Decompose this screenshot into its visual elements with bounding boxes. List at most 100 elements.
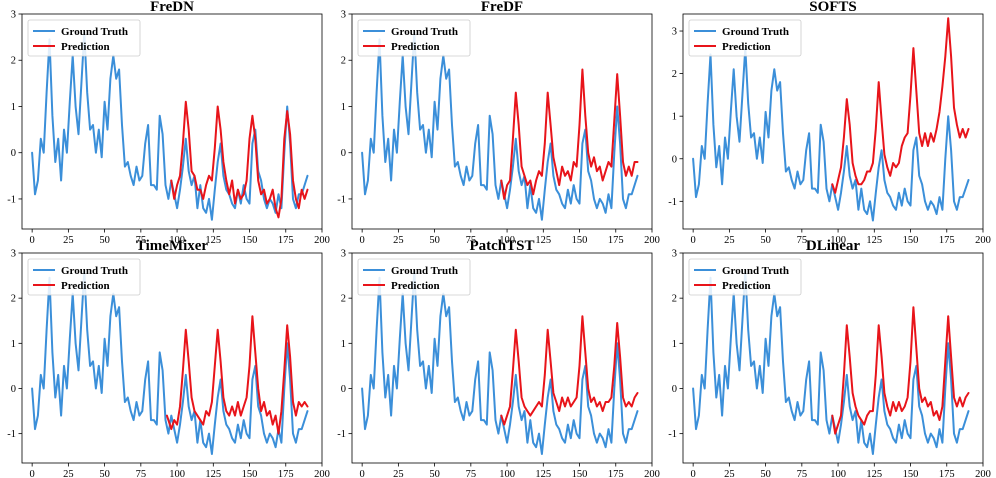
prediction-line — [500, 315, 639, 426]
y-tick-label: 2 — [11, 56, 16, 67]
legend-label: Prediction — [722, 280, 771, 292]
legend-label: Ground Truth — [722, 26, 789, 38]
x-tick-label: 0 — [691, 235, 696, 246]
subplot-title: TimeMixer — [136, 238, 209, 254]
y-tick-label: 0 — [11, 148, 16, 159]
y-tick-label: 3 — [672, 27, 677, 38]
x-tick-label: 25 — [393, 469, 404, 478]
y-tick-label: 1 — [11, 102, 16, 113]
x-tick-label: 175 — [608, 469, 624, 478]
x-tick-label: 50 — [760, 235, 771, 246]
x-tick-label: 100 — [830, 469, 846, 478]
y-tick-label: -1 — [337, 194, 346, 205]
x-tick-label: 75 — [797, 469, 808, 478]
legend-label: Ground Truth — [61, 26, 128, 38]
x-tick-label: 150 — [572, 235, 588, 246]
subplot-softs: SOFTS 0 25 50 75 100 125 150 175 200 -1 0 1 2 3 Ground … — [668, 0, 991, 246]
y-tick-label: -1 — [668, 197, 677, 208]
y-tick-label: 2 — [341, 294, 346, 305]
x-tick-label: 100 — [499, 235, 515, 246]
x-tick-label: 0 — [30, 469, 35, 478]
x-tick-label: 0 — [691, 469, 696, 478]
y-tick-label: 0 — [672, 154, 677, 165]
ground-truth-line — [361, 270, 639, 455]
x-tick-label: 175 — [278, 235, 294, 246]
y-tick-label: 3 — [341, 249, 346, 260]
subplot-title: FreDF — [481, 0, 523, 15]
legend-label: Prediction — [391, 41, 440, 53]
x-tick-label: 75 — [797, 235, 808, 246]
prediction-line — [170, 100, 309, 219]
x-tick-label: 100 — [499, 469, 515, 478]
legend-label: Prediction — [61, 280, 110, 292]
y-tick-label: 2 — [672, 294, 677, 305]
x-tick-label: 125 — [866, 469, 882, 478]
x-tick-label: 175 — [608, 235, 624, 246]
x-tick-label: 25 — [63, 469, 74, 478]
y-tick-label: -1 — [337, 429, 346, 440]
subplot-title: FreDN — [150, 0, 194, 15]
x-tick-label: 75 — [466, 469, 477, 478]
legend-box — [357, 258, 471, 296]
y-tick-label: 0 — [341, 384, 346, 395]
x-tick-label: 50 — [429, 235, 440, 246]
y-tick-label: 3 — [11, 10, 16, 21]
y-tick-label: 1 — [11, 339, 16, 350]
legend-box — [27, 258, 141, 296]
x-tick-label: 150 — [242, 469, 258, 478]
x-tick-label: 200 — [644, 469, 660, 478]
y-tick-label: 0 — [341, 148, 346, 159]
x-tick-label: 125 — [535, 469, 551, 478]
x-tick-label: 0 — [360, 235, 365, 246]
subplot-title: DLinear — [806, 238, 861, 254]
x-tick-label: 150 — [903, 235, 919, 246]
x-tick-label: 75 — [136, 235, 147, 246]
y-tick-label: 1 — [341, 339, 346, 350]
x-tick-label: 100 — [169, 469, 185, 478]
x-tick-label: 50 — [99, 235, 110, 246]
y-tick-label: 3 — [672, 249, 677, 260]
x-tick-label: 125 — [866, 235, 882, 246]
x-tick-label: 125 — [205, 235, 221, 246]
subplot-dlinear: DLinear 0 25 50 75 100 125 150 175 200 -1 0 1 2 3 Groun… — [668, 238, 991, 478]
y-tick-label: 0 — [11, 384, 16, 395]
legend-label: Ground Truth — [722, 265, 789, 277]
prediction-line — [831, 17, 970, 194]
subplot-fredn: FreDN 0 25 50 75 100 125 150 175 200 -1 0 1 2 3 Ground … — [7, 0, 330, 246]
legend-box — [688, 19, 802, 57]
y-tick-label: 2 — [672, 69, 677, 80]
x-tick-label: 50 — [99, 469, 110, 478]
x-tick-label: 75 — [136, 469, 147, 478]
y-tick-label: 3 — [341, 10, 346, 21]
y-tick-label: 2 — [11, 294, 16, 305]
subplot-title: PatchTST — [469, 238, 534, 254]
y-tick-label: -1 — [7, 194, 16, 205]
y-tick-label: -1 — [668, 429, 677, 440]
x-tick-label: 75 — [466, 235, 477, 246]
x-tick-label: 150 — [572, 469, 588, 478]
x-tick-label: 200 — [644, 235, 660, 246]
x-tick-label: 200 — [975, 469, 991, 478]
subplot-title: SOFTS — [809, 0, 857, 15]
x-tick-label: 150 — [242, 235, 258, 246]
y-tick-label: 1 — [341, 102, 346, 113]
x-tick-label: 50 — [429, 469, 440, 478]
x-tick-label: 125 — [535, 235, 551, 246]
x-tick-label: 125 — [205, 469, 221, 478]
prediction-line — [500, 68, 639, 200]
y-tick-label: 2 — [341, 56, 346, 67]
legend-box — [27, 19, 141, 57]
y-tick-label: 3 — [11, 249, 16, 260]
ground-truth-line — [692, 270, 970, 455]
legend-box — [357, 19, 471, 57]
x-tick-label: 25 — [393, 235, 404, 246]
x-tick-label: 50 — [760, 469, 771, 478]
x-tick-label: 150 — [903, 469, 919, 478]
ground-truth-line — [361, 31, 639, 221]
x-tick-label: 0 — [30, 235, 35, 246]
x-tick-label: 25 — [724, 469, 735, 478]
legend-label: Prediction — [722, 41, 771, 53]
ground-truth-line — [692, 47, 970, 222]
prediction-line — [165, 315, 309, 435]
